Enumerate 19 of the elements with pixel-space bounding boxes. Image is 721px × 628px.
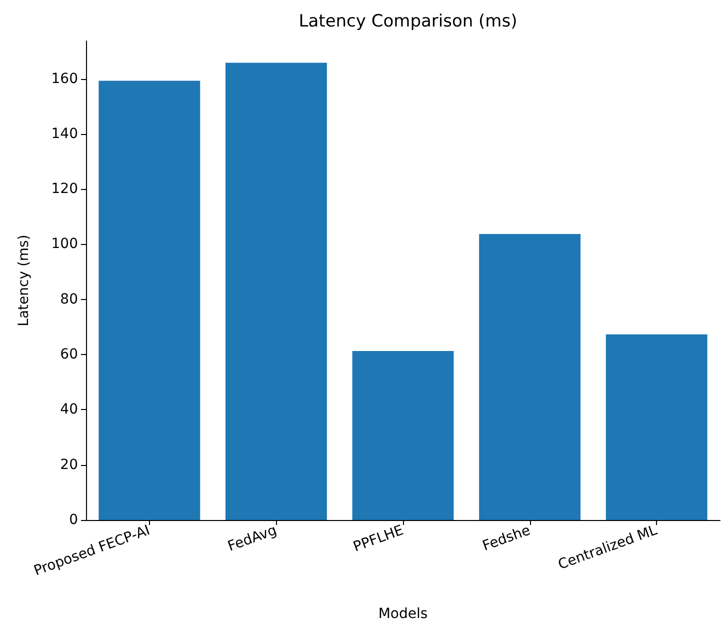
chart-title: Latency Comparison (ms): [298, 12, 518, 32]
bar: [479, 234, 581, 520]
y-tick-label: 20: [60, 456, 78, 473]
y-tick-label: 100: [51, 236, 78, 252]
bar: [225, 62, 327, 520]
bar: [606, 334, 708, 520]
y-tick-label: 60: [60, 346, 78, 363]
x-axis-title: Models: [378, 606, 428, 622]
bar: [352, 350, 454, 520]
y-tick-label: 80: [60, 291, 78, 308]
y-axis-title: Latency (ms): [16, 234, 32, 326]
y-tick-label: 120: [51, 181, 78, 198]
y-tick-label: 40: [60, 402, 78, 418]
x-tick-label: FedAvg: [226, 522, 279, 555]
y-tick-label: 0: [69, 512, 78, 528]
x-tick-label: Fedshe: [480, 522, 533, 554]
y-tick-label: 140: [51, 126, 78, 142]
bar: [98, 80, 200, 520]
y-tick-label: 160: [51, 70, 78, 87]
